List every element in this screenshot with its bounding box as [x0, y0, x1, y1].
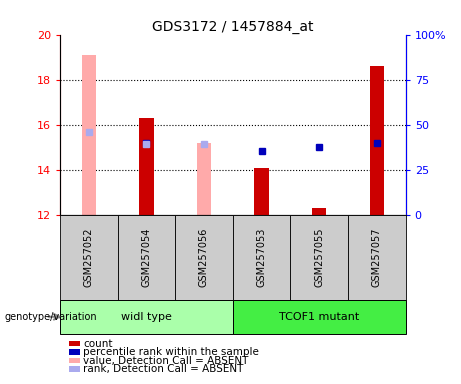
Text: rank, Detection Call = ABSENT: rank, Detection Call = ABSENT — [83, 364, 243, 374]
Bar — [197, 143, 211, 215]
Bar — [139, 118, 154, 215]
Text: GSM257056: GSM257056 — [199, 228, 209, 287]
Text: TCOF1 mutant: TCOF1 mutant — [279, 312, 360, 322]
Text: GSM257053: GSM257053 — [257, 228, 266, 287]
Bar — [370, 66, 384, 215]
Text: GSM257057: GSM257057 — [372, 228, 382, 287]
Title: GDS3172 / 1457884_at: GDS3172 / 1457884_at — [152, 20, 313, 33]
Bar — [290, 215, 348, 300]
Text: genotype/variation: genotype/variation — [5, 312, 97, 322]
Bar — [233, 215, 290, 300]
Bar — [82, 55, 96, 215]
Text: GSM257052: GSM257052 — [84, 228, 94, 287]
Text: percentile rank within the sample: percentile rank within the sample — [83, 347, 259, 357]
Text: GSM257055: GSM257055 — [314, 228, 324, 287]
Bar — [175, 215, 233, 300]
Text: count: count — [83, 339, 112, 349]
Bar — [233, 300, 406, 334]
Text: widl type: widl type — [121, 312, 172, 322]
Bar — [60, 215, 118, 300]
Bar — [254, 168, 269, 215]
Bar — [312, 208, 326, 215]
Bar — [60, 300, 233, 334]
Text: GSM257054: GSM257054 — [142, 228, 151, 287]
Bar — [118, 215, 175, 300]
Bar — [348, 215, 406, 300]
Text: value, Detection Call = ABSENT: value, Detection Call = ABSENT — [83, 356, 248, 366]
